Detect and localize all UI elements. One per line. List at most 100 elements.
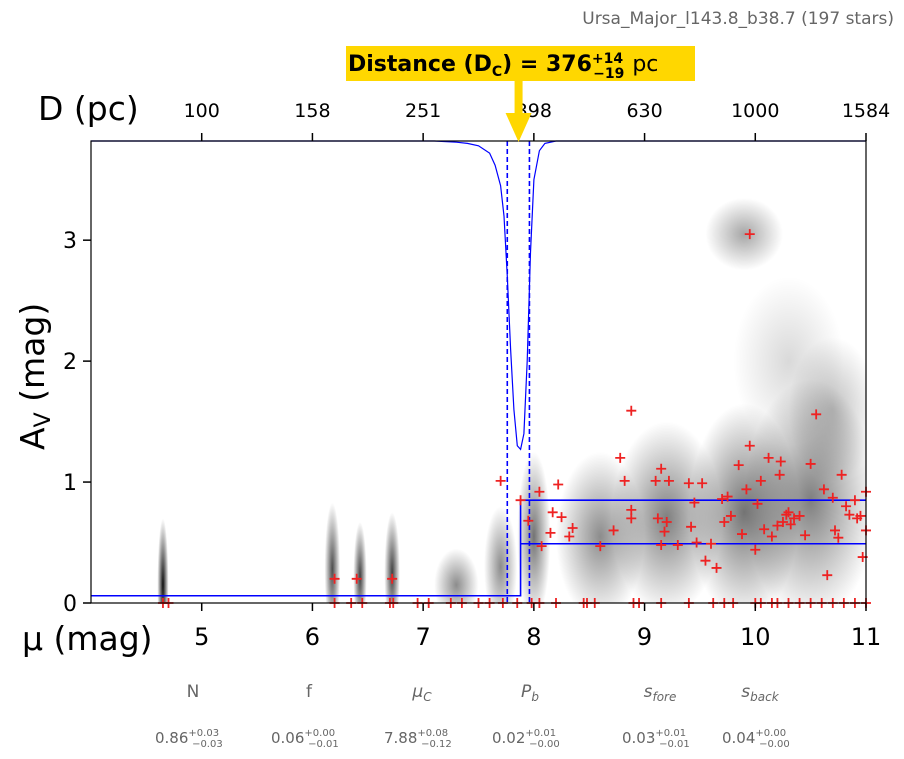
star-marker bbox=[827, 492, 838, 503]
x-tick-label: 6 bbox=[305, 623, 320, 651]
star-marker bbox=[595, 541, 606, 552]
y-tick-label: 1 bbox=[63, 471, 77, 496]
top-tick-label: 100 bbox=[184, 100, 220, 122]
star-marker bbox=[789, 513, 800, 524]
star-marker bbox=[763, 452, 774, 463]
param-value: 0.06+0.00 −0.01 bbox=[271, 728, 339, 750]
star-marker bbox=[329, 573, 340, 584]
star-marker bbox=[794, 510, 805, 521]
star-marker bbox=[686, 521, 697, 532]
y-tick-label: 3 bbox=[63, 229, 77, 254]
star-marker bbox=[515, 495, 526, 506]
top-tick-label: 1000 bbox=[731, 100, 779, 122]
star-marker bbox=[744, 229, 755, 240]
star-marker bbox=[822, 570, 833, 581]
star-marker bbox=[556, 512, 567, 523]
density-blob bbox=[517, 451, 551, 603]
star-marker bbox=[387, 573, 398, 584]
star-marker bbox=[564, 531, 575, 542]
star-marker bbox=[844, 509, 855, 520]
density-blob bbox=[324, 502, 341, 603]
star-marker bbox=[719, 516, 730, 527]
star-marker bbox=[672, 539, 683, 550]
star-marker bbox=[652, 513, 663, 524]
plot-frame bbox=[90, 140, 867, 604]
star-marker bbox=[766, 531, 777, 542]
star-marker bbox=[553, 479, 564, 490]
y-label-main: A bbox=[13, 427, 52, 450]
density-blob bbox=[484, 506, 518, 603]
star-marker bbox=[755, 475, 766, 486]
star-marker bbox=[626, 405, 637, 416]
star-marker bbox=[523, 515, 534, 526]
star-marker bbox=[733, 460, 744, 471]
star-marker bbox=[626, 504, 637, 515]
density-blob bbox=[157, 518, 169, 603]
star-marker bbox=[711, 562, 722, 573]
title-sub2: −19 bbox=[593, 66, 624, 82]
star-marker bbox=[785, 519, 796, 530]
param-name: N bbox=[187, 682, 200, 702]
title-prefix: Distance (D bbox=[348, 52, 492, 77]
star-marker bbox=[818, 484, 829, 495]
param-name: Pb bbox=[521, 682, 539, 704]
star-marker bbox=[661, 516, 672, 527]
star-marker bbox=[836, 469, 847, 480]
star-marker bbox=[697, 478, 708, 489]
star-marker bbox=[650, 475, 661, 486]
star-marker bbox=[626, 513, 637, 524]
star-marker bbox=[608, 525, 619, 536]
chart-header: Ursa_Major_l143.8_b38.7 (197 stars) bbox=[582, 9, 894, 29]
star-marker bbox=[656, 463, 667, 474]
star-marker bbox=[752, 498, 763, 509]
model-lines bbox=[91, 140, 866, 603]
y-axis-label: AV (mag) bbox=[13, 303, 56, 450]
title-sup: +14 bbox=[592, 51, 623, 67]
top-tick-label: 158 bbox=[294, 100, 330, 122]
top-tick-label: 630 bbox=[626, 100, 662, 122]
star-marker bbox=[706, 538, 716, 549]
star-marker bbox=[775, 456, 786, 467]
star-marker bbox=[855, 510, 866, 521]
star-marker bbox=[547, 507, 558, 518]
star-marker bbox=[536, 541, 547, 552]
star-marker bbox=[722, 491, 733, 502]
star-marker bbox=[615, 452, 626, 463]
star-marker bbox=[830, 525, 840, 536]
posterior-curve bbox=[91, 140, 866, 451]
distance-arrow bbox=[505, 81, 532, 142]
upper-step-line bbox=[91, 499, 866, 597]
top-tick-label: 251 bbox=[405, 100, 441, 122]
parameter-table: N 0.86+0.03 −0.03 f 0.06+0.00 −0.01 μC 7.88+0.0… bbox=[155, 682, 790, 750]
param-value: 0.03+0.01 −0.01 bbox=[622, 728, 690, 750]
density-blob bbox=[353, 521, 367, 603]
y-label-sub: V bbox=[31, 412, 56, 427]
star-marker bbox=[691, 537, 702, 548]
param-value: 0.04+0.00 −0.00 bbox=[722, 728, 790, 750]
star-marker bbox=[737, 529, 747, 540]
star-marker bbox=[833, 532, 844, 543]
arrow-shaft bbox=[514, 81, 523, 114]
param-name: μC bbox=[411, 682, 432, 704]
density-blob bbox=[434, 548, 479, 603]
star-marker bbox=[689, 497, 700, 508]
x-tick-label: 11 bbox=[851, 623, 882, 651]
param-name: sback bbox=[741, 682, 779, 704]
x-axis-label: μ (mag) bbox=[22, 619, 153, 658]
top-tick-label: 1584 bbox=[842, 100, 890, 122]
star-marker bbox=[811, 409, 822, 420]
star-marker bbox=[800, 530, 811, 541]
param-value: 7.88+0.08 −0.12 bbox=[384, 728, 452, 750]
x-tick-label: 5 bbox=[194, 623, 209, 651]
star-marker bbox=[717, 493, 728, 504]
arrow-head bbox=[505, 113, 532, 142]
star-marker bbox=[656, 539, 667, 550]
title-sub: C bbox=[492, 64, 502, 80]
title-mid: ) = 376 bbox=[502, 52, 592, 77]
density-blob bbox=[705, 197, 783, 271]
y-label-unit: (mag) bbox=[13, 303, 52, 413]
x-tick-label: 7 bbox=[416, 623, 431, 651]
star-marker bbox=[567, 523, 578, 534]
density-blob bbox=[384, 512, 400, 603]
